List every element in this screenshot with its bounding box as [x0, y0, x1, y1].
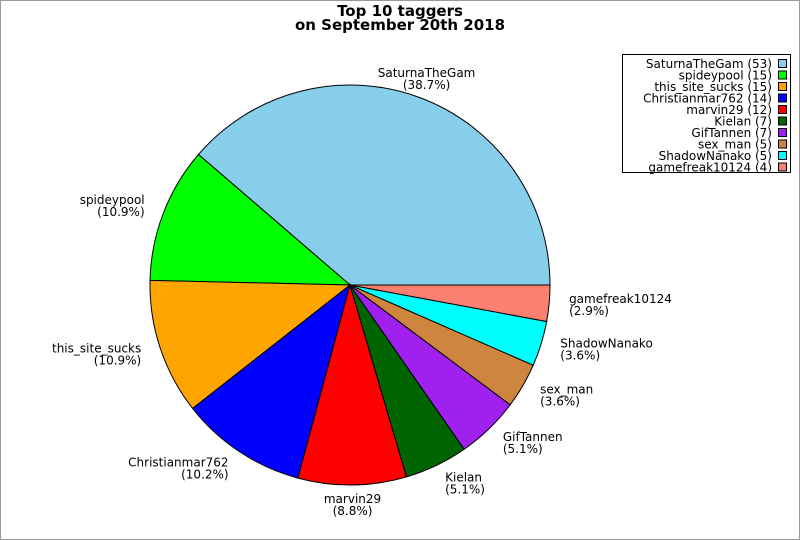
legend-swatch	[778, 105, 787, 114]
slice-label: SaturnaTheGam	[378, 66, 476, 80]
legend-label: SaturnaTheGam (53)	[646, 57, 772, 71]
legend-swatch	[778, 139, 787, 149]
slice-label: gamefreak10124	[569, 292, 672, 306]
legend-label: marvin29 (12)	[686, 103, 772, 117]
slice-label: sex_man	[540, 383, 593, 397]
legend-label: Kielan (7)	[714, 115, 772, 129]
legend-swatch	[778, 116, 787, 126]
chart-title: Top 10 taggers	[337, 2, 463, 20]
legend-label: this_site_sucks (15)	[654, 80, 772, 94]
legend-swatch	[778, 82, 787, 91]
slice-percent: (3.6%)	[540, 395, 580, 409]
slice-percent: (3.6%)	[560, 349, 600, 363]
pie-slice	[149, 153, 352, 286]
slice-label: Kielan	[445, 470, 482, 484]
legend-swatch	[778, 93, 787, 103]
legend-label: GifTannen (7)	[691, 126, 772, 140]
slice-percent: (5.1%)	[445, 482, 485, 496]
pie-slice	[297, 283, 408, 486]
slice-percent: (2.9%)	[569, 304, 609, 318]
slice-percent: (8.8%)	[333, 504, 373, 518]
legend-label: ShadowNanako (5)	[659, 149, 772, 163]
legend-swatch	[778, 70, 787, 80]
slice-label: GifTannen	[503, 430, 563, 444]
legend-label: sex_man (5)	[698, 138, 772, 152]
slice-percent: (10.9%)	[97, 205, 144, 219]
slice-label: Christianmar762	[128, 455, 228, 469]
slice-label: this_site_sucks	[52, 341, 141, 355]
legend-swatch	[778, 128, 787, 137]
chart-subtitle: on September 20th 2018	[295, 16, 505, 34]
slice-percent: (10.2%)	[181, 467, 228, 481]
legend-swatch	[778, 151, 787, 160]
legend-box	[622, 54, 791, 173]
pie-slice	[349, 284, 551, 323]
legend-swatch	[778, 162, 787, 172]
slice-label: ShadowNanako	[560, 337, 653, 351]
pie-slice	[149, 279, 352, 410]
legend-label: gamefreak10124 (4)	[648, 161, 772, 175]
slice-label: spideypool	[80, 193, 145, 207]
legend-label: Christianmar762 (14)	[643, 92, 772, 106]
slice-label: marvin29	[324, 492, 381, 506]
legend-label: spideypool (15)	[679, 69, 772, 83]
slice-percent: (10.9%)	[94, 353, 141, 367]
slice-percent: (38.7%)	[403, 78, 450, 92]
pie-slice	[197, 84, 551, 286]
slice-percent: (5.1%)	[503, 442, 543, 456]
legend-swatch	[778, 59, 787, 68]
